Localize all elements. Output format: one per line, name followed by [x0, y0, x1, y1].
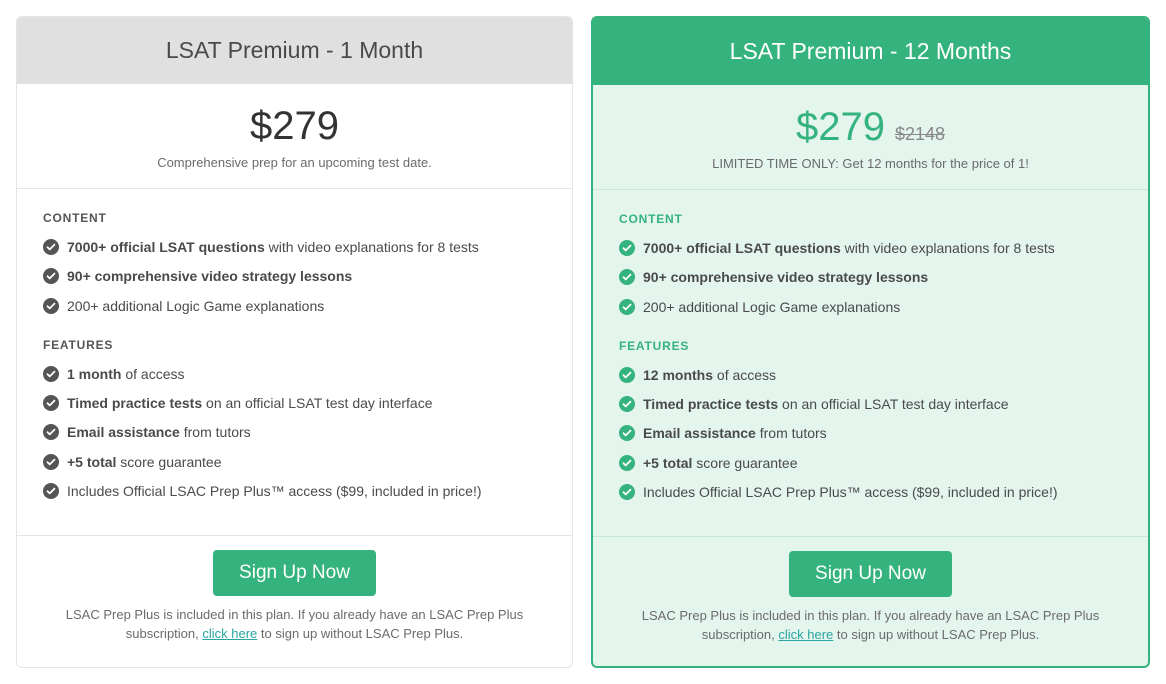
plan-price: $279	[250, 104, 339, 149]
click-here-link[interactable]: click here	[778, 627, 833, 642]
list-item: Includes Official LSAC Prep Plus™ access…	[43, 481, 546, 501]
check-circle-icon	[43, 366, 59, 382]
item-text: 90+ comprehensive video strategy lessons	[643, 267, 928, 287]
plan-footer: Sign Up Now LSAC Prep Plus is included i…	[17, 535, 572, 664]
item-text: Timed practice tests on an official LSAT…	[643, 394, 1009, 414]
footer-note: LSAC Prep Plus is included in this plan.…	[57, 606, 532, 642]
features-list: 1 month of access Timed practice tests o…	[43, 364, 546, 501]
list-item: +5 total score guarantee	[619, 453, 1122, 473]
plan-subtitle: Comprehensive prep for an upcoming test …	[41, 155, 548, 170]
item-text: 90+ comprehensive video strategy lessons	[67, 266, 352, 286]
content-heading: CONTENT	[619, 212, 1122, 226]
price-section: $279 $2148 LIMITED TIME ONLY: Get 12 mon…	[593, 85, 1148, 190]
item-text: +5 total score guarantee	[643, 453, 797, 473]
features-heading: FEATURES	[43, 338, 546, 352]
item-text: Includes Official LSAC Prep Plus™ access…	[67, 481, 482, 501]
list-item: Timed practice tests on an official LSAT…	[619, 394, 1122, 414]
check-circle-icon	[619, 269, 635, 285]
check-circle-icon	[619, 396, 635, 412]
item-text: 7000+ official LSAT questions with video…	[643, 238, 1055, 258]
item-text: Includes Official LSAC Prep Plus™ access…	[643, 482, 1058, 502]
plan-subtitle: LIMITED TIME ONLY: Get 12 months for the…	[617, 156, 1124, 171]
check-circle-icon	[619, 367, 635, 383]
plan-title: LSAT Premium - 12 Months	[593, 18, 1148, 85]
plan-footer: Sign Up Now LSAC Prep Plus is included i…	[593, 536, 1148, 665]
plan-body: CONTENT 7000+ official LSAT questions wi…	[593, 190, 1148, 536]
check-circle-icon	[43, 483, 59, 499]
list-item: 12 months of access	[619, 365, 1122, 385]
pricing-container: LSAT Premium - 1 Month $279 Comprehensiv…	[16, 16, 1150, 668]
price-section: $279 Comprehensive prep for an upcoming …	[17, 84, 572, 189]
content-list: 7000+ official LSAT questions with video…	[43, 237, 546, 316]
list-item: 200+ additional Logic Game explanations	[43, 296, 546, 316]
signup-button[interactable]: Sign Up Now	[789, 551, 952, 597]
check-circle-icon	[43, 239, 59, 255]
check-circle-icon	[43, 424, 59, 440]
item-text: 200+ additional Logic Game explanations	[67, 296, 324, 316]
check-circle-icon	[619, 299, 635, 315]
list-item: 1 month of access	[43, 364, 546, 384]
list-item: Includes Official LSAC Prep Plus™ access…	[619, 482, 1122, 502]
list-item: 90+ comprehensive video strategy lessons	[43, 266, 546, 286]
check-circle-icon	[619, 240, 635, 256]
item-text: Email assistance from tutors	[67, 422, 251, 442]
item-text: 7000+ official LSAT questions with video…	[67, 237, 479, 257]
plan-card-12month: LSAT Premium - 12 Months $279 $2148 LIMI…	[591, 16, 1150, 668]
item-text: +5 total score guarantee	[67, 452, 221, 472]
footer-note: LSAC Prep Plus is included in this plan.…	[633, 607, 1108, 643]
list-item: Email assistance from tutors	[619, 423, 1122, 443]
item-text: 200+ additional Logic Game explanations	[643, 297, 900, 317]
list-item: +5 total score guarantee	[43, 452, 546, 472]
check-circle-icon	[43, 268, 59, 284]
item-text: 12 months of access	[643, 365, 776, 385]
item-text: 1 month of access	[67, 364, 184, 384]
features-heading: FEATURES	[619, 339, 1122, 353]
item-text: Timed practice tests on an official LSAT…	[67, 393, 433, 413]
content-list: 7000+ official LSAT questions with video…	[619, 238, 1122, 317]
content-heading: CONTENT	[43, 211, 546, 225]
plan-body: CONTENT 7000+ official LSAT questions wi…	[17, 189, 572, 535]
plan-card-1month: LSAT Premium - 1 Month $279 Comprehensiv…	[16, 16, 573, 668]
plan-title: LSAT Premium - 1 Month	[17, 17, 572, 84]
check-circle-icon	[43, 298, 59, 314]
signup-button[interactable]: Sign Up Now	[213, 550, 376, 596]
plan-price: $279	[796, 105, 885, 150]
list-item: Timed practice tests on an official LSAT…	[43, 393, 546, 413]
item-text: Email assistance from tutors	[643, 423, 827, 443]
check-circle-icon	[43, 454, 59, 470]
check-circle-icon	[619, 425, 635, 441]
list-item: 90+ comprehensive video strategy lessons	[619, 267, 1122, 287]
plan-price-original: $2148	[895, 124, 945, 145]
check-circle-icon	[619, 455, 635, 471]
check-circle-icon	[43, 395, 59, 411]
click-here-link[interactable]: click here	[202, 626, 257, 641]
list-item: 7000+ official LSAT questions with video…	[619, 238, 1122, 258]
list-item: 7000+ official LSAT questions with video…	[43, 237, 546, 257]
list-item: Email assistance from tutors	[43, 422, 546, 442]
list-item: 200+ additional Logic Game explanations	[619, 297, 1122, 317]
features-list: 12 months of access Timed practice tests…	[619, 365, 1122, 502]
check-circle-icon	[619, 484, 635, 500]
